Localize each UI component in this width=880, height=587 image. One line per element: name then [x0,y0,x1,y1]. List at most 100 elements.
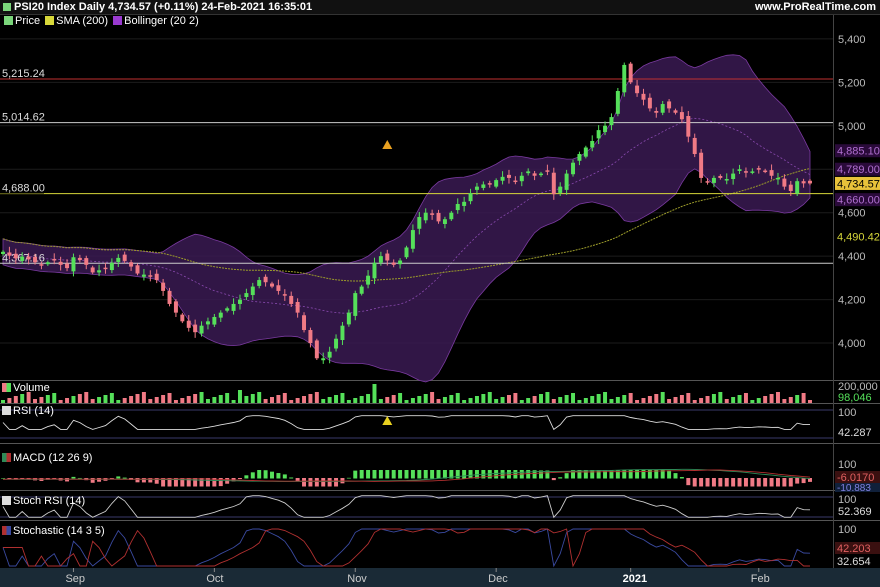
candle [609,117,614,126]
candle [603,125,608,133]
volume-bar [775,392,780,403]
macd-histogram-bar [302,478,307,487]
macd-histogram-bar [321,478,326,487]
candle [686,116,691,137]
macd-histogram-bar [77,477,82,479]
candle [65,263,70,269]
macd-histogram-bar [378,470,383,479]
candle [551,172,556,195]
candle [679,112,684,120]
macd-histogram-bar [52,478,57,480]
macd-signal-last-value: -10.883 [837,483,871,494]
macd-histogram-bar [750,478,755,487]
candle [769,170,774,176]
stochrsi-panel-label[interactable]: Stoch RSI (14) [2,495,85,507]
candle [244,293,249,297]
x-tick-label: Feb [751,573,770,585]
volume-bar [519,400,524,403]
volume-bar [801,393,806,403]
legend-sma[interactable]: SMA (200) [56,15,109,27]
macd-histogram-bar [161,478,166,487]
macd-histogram-bar [199,478,204,487]
macd-histogram-bar [539,470,543,479]
volume-bar [404,400,409,403]
candle [705,181,710,183]
candle [366,275,371,285]
x-tick-label: Dec [488,573,508,585]
macd-panel-label[interactable]: MACD (12 26 9) [2,452,92,464]
volume-bar [545,392,550,403]
volume-bar [551,399,556,403]
volume-bar [13,396,18,403]
candle [122,254,127,261]
chart-title: PSI20 Index Daily 4,734.57 (+0.11%) 24-F… [14,1,313,13]
volume-bar [660,392,665,403]
volume-bar [788,397,793,403]
macd-histogram-bar [385,470,390,479]
legend-price[interactable]: Price [15,15,41,27]
candle [154,273,159,281]
volume-bar [468,398,473,403]
macd-histogram-bar [122,477,127,479]
macd-histogram-bar [583,470,588,479]
y-tick-label: 4,000 [838,338,866,350]
macd-histogram-bar [391,470,396,479]
y-tick-label: 5,000 [838,121,866,133]
volume-bar [423,394,428,403]
volume-bar [673,397,678,403]
level-label-bg [0,181,44,194]
macd-histogram-bar [500,470,505,479]
y-tick-label: 4,600 [838,208,866,220]
macd-histogram-bar [1,478,5,479]
site-link[interactable]: www.ProRealTime.com [754,1,876,13]
macd-histogram-bar [135,478,140,483]
stochrsi-line [2,495,811,519]
macd-histogram-bar [641,470,646,479]
rsi-panel-label[interactable]: RSI (14) [2,405,54,417]
candle [628,63,633,83]
volume-bar [750,400,755,403]
stochastic-panel-label[interactable]: Stochastic (14 3 5) [2,525,105,537]
macd-histogram-bar [699,478,704,487]
candle [84,258,89,265]
candle [737,169,742,171]
volume-bar [193,394,198,403]
volume-bar [167,393,172,403]
candle [647,97,652,109]
candle [487,183,492,185]
macd-histogram-bar [327,478,332,487]
macd-histogram-bar [673,473,678,479]
volume-bar [205,399,210,403]
legend-bollinger[interactable]: Bollinger (20 2) [124,15,199,27]
macd-histogram-bar [628,470,633,479]
volume-bar [282,393,287,403]
volume-bar [212,397,217,403]
volume-bar [647,396,652,403]
macd-histogram-bar [654,470,659,479]
macd-histogram-bar [289,477,294,479]
candle [808,180,812,184]
candle [743,171,748,173]
candle [180,314,185,322]
volume-bar [302,396,307,403]
volume-bar [77,394,82,403]
volume-bar [641,398,646,403]
macd-histogram-bar [577,470,582,479]
candle [404,247,409,258]
volume-panel-label[interactable]: Volume [2,382,50,394]
volume-bar [603,392,608,403]
macd-histogram-bar [212,478,217,487]
candle [270,283,274,287]
candle [583,147,588,157]
macd-histogram-bar [462,470,467,479]
volume-bar [90,399,95,403]
candle [321,358,326,361]
volume-bar [250,394,255,403]
candle [462,201,467,206]
volume-bar [161,395,166,403]
candle [26,256,31,260]
volume-bar [154,397,159,403]
macd-histogram-bar [148,478,153,483]
candle [449,212,454,220]
